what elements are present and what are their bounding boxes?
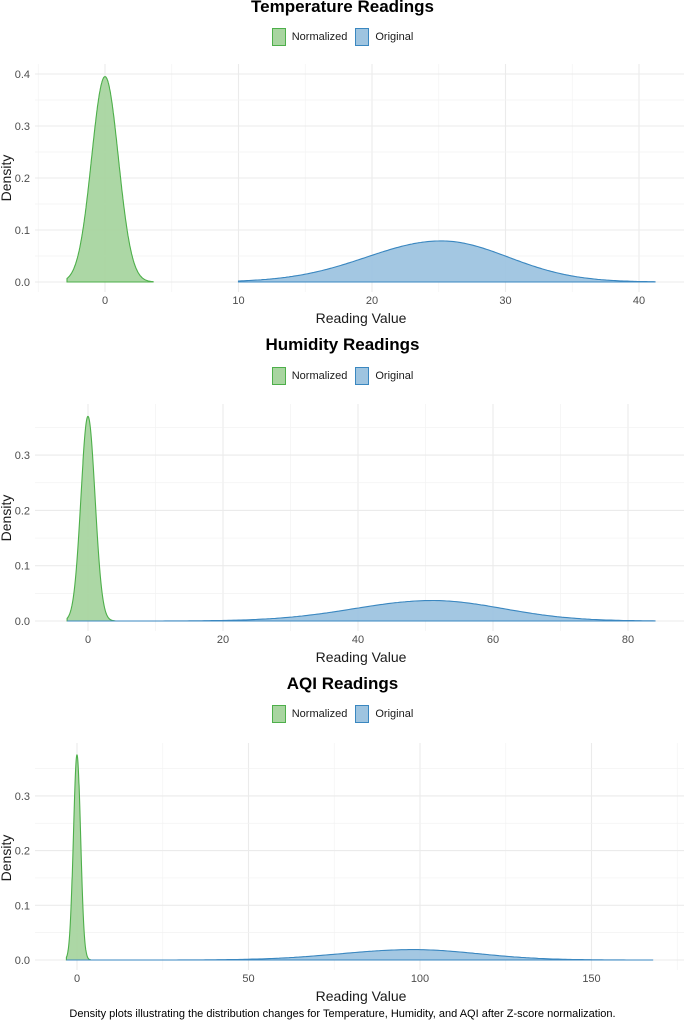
normalized-swatch-icon bbox=[271, 705, 286, 723]
x-tick-label: 80 bbox=[622, 634, 634, 646]
humidity-chart-title: Humidity Readings bbox=[265, 335, 420, 354]
legend-label-normalized: Normalized bbox=[291, 370, 348, 382]
y-tick-label: 0.1 bbox=[15, 561, 30, 573]
figure-caption: Density plots illustrating the distribut… bbox=[69, 1008, 616, 1020]
legend-label-normalized: Normalized bbox=[291, 708, 348, 720]
x-tick-label: 40 bbox=[633, 295, 645, 307]
x-tick-label: 50 bbox=[242, 973, 254, 985]
normalized-density-line bbox=[66, 415, 116, 622]
legend-label-original: Original bbox=[375, 370, 414, 382]
aqi-chart-title: AQI Readings bbox=[286, 674, 399, 693]
normalized-density-line bbox=[65, 754, 92, 961]
normalized-density-area bbox=[67, 416, 115, 621]
normalized-swatch-icon bbox=[271, 367, 286, 385]
legend-item-normalized: Normalized bbox=[271, 28, 348, 46]
original-swatch-icon bbox=[355, 705, 370, 723]
x-tick-label: 30 bbox=[499, 295, 511, 307]
original-density-area bbox=[67, 600, 656, 621]
x-tick-label: 20 bbox=[217, 634, 229, 646]
legend-item-original: Original bbox=[355, 705, 413, 723]
normalized-swatch-icon bbox=[271, 28, 286, 46]
humidity-legend: Normalized Original bbox=[0, 367, 685, 385]
legend-item-normalized: Normalized bbox=[271, 705, 348, 723]
original-density-line bbox=[237, 240, 656, 283]
x-tick-label: 150 bbox=[582, 973, 600, 985]
x-axis-title: Reading Value bbox=[316, 649, 407, 665]
original-density-area bbox=[66, 949, 654, 960]
legend-label-normalized: Normalized bbox=[291, 31, 348, 43]
y-tick-label: 0.0 bbox=[15, 277, 30, 289]
y-tick-label: 0.1 bbox=[15, 225, 30, 237]
legend-label-original: Original bbox=[375, 708, 414, 720]
temperature-chart-title: Temperature Readings bbox=[251, 0, 434, 16]
x-tick-label: 20 bbox=[366, 295, 378, 307]
y-tick-label: 0.2 bbox=[15, 846, 30, 858]
original-density-line bbox=[67, 599, 656, 622]
normalized-density-line bbox=[66, 76, 154, 283]
y-axis-title: Density bbox=[0, 835, 14, 882]
x-tick-label: 10 bbox=[232, 295, 244, 307]
x-tick-label: 100 bbox=[411, 973, 429, 985]
y-tick-label: 0.0 bbox=[15, 955, 30, 967]
y-tick-label: 0.3 bbox=[15, 450, 30, 462]
y-tick-label: 0.3 bbox=[15, 121, 30, 133]
legend-item-original: Original bbox=[355, 367, 413, 385]
y-tick-label: 0.3 bbox=[15, 791, 30, 803]
legend-item-normalized: Normalized bbox=[271, 367, 348, 385]
y-axis-title: Density bbox=[0, 155, 14, 202]
y-tick-label: 0.2 bbox=[15, 505, 30, 517]
temperature-legend: Normalized Original bbox=[0, 28, 685, 46]
original-swatch-icon bbox=[355, 367, 370, 385]
grid bbox=[35, 743, 684, 970]
y-axis-title: Density bbox=[0, 495, 14, 542]
aqi-legend: Normalized Original bbox=[0, 705, 685, 723]
x-axis-title: Reading Value bbox=[316, 988, 407, 1004]
x-axis-title: Reading Value bbox=[316, 310, 407, 326]
y-tick-label: 0.4 bbox=[15, 69, 30, 81]
x-tick-label: 0 bbox=[102, 295, 108, 307]
legend-item-original: Original bbox=[355, 28, 413, 46]
x-tick-label: 40 bbox=[352, 634, 364, 646]
x-tick-label: 0 bbox=[85, 634, 91, 646]
normalized-density-area bbox=[67, 76, 154, 282]
y-tick-label: 0.2 bbox=[15, 173, 30, 185]
y-tick-label: 0.1 bbox=[15, 900, 30, 912]
normalized-density-area bbox=[66, 754, 91, 960]
y-tick-label: 0.0 bbox=[15, 616, 30, 628]
original-swatch-icon bbox=[355, 28, 370, 46]
legend-label-original: Original bbox=[375, 31, 414, 43]
x-tick-label: 60 bbox=[487, 634, 499, 646]
original-density-line bbox=[66, 949, 654, 961]
x-tick-label: 0 bbox=[74, 973, 80, 985]
